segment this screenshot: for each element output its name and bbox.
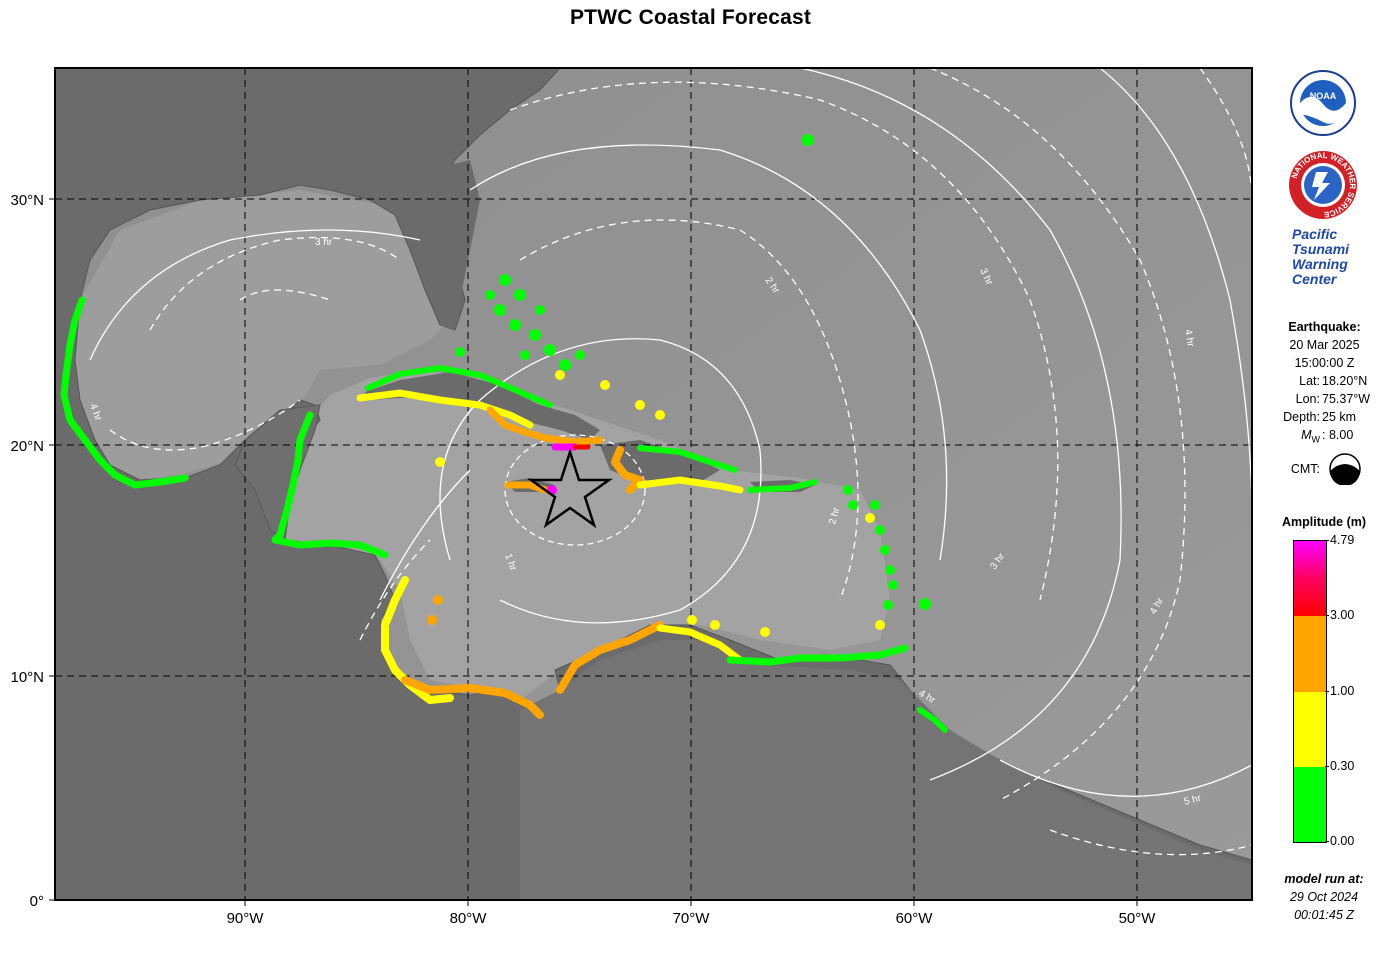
legend-label: 0.30 (1330, 759, 1355, 773)
ptwc-wordmark: Pacific Tsunami Warning Center (1292, 226, 1350, 287)
cuba (365, 372, 600, 440)
map-svg: 3 hr 4 hr 2 hr 3 hr 4 hr 1 hr 2 hr 3 hr … (10, 67, 1253, 927)
gulf-of-mexico (70, 190, 460, 480)
legend-label: 1.00 (1330, 684, 1355, 698)
contour-label: 2 hr (827, 506, 842, 526)
coastal-forecast-points (60, 134, 948, 733)
map-frame (54, 67, 1253, 901)
y-axis-labels: 30°N 20°N 10°N 0° (10, 192, 44, 910)
x-tick-label: 90°W (227, 910, 265, 927)
y-tick-label: 30°N (10, 192, 44, 209)
hispaniola (600, 440, 720, 482)
earthquake-lat: Lat: 18.20°N (1299, 374, 1368, 388)
svg-text:NOAA: NOAA (1310, 91, 1337, 101)
noaa-logo-icon: NOAA (1290, 70, 1356, 136)
contour-label: 4 hr (1182, 329, 1196, 349)
x-tick-label: 60°W (896, 910, 934, 927)
earthquake-date: 20 Mar 2025 (1289, 338, 1360, 352)
amplitude-colorbar (1293, 540, 1327, 843)
earthquake-lon: Lon: 75.37°W (1295, 392, 1371, 406)
page-title: PTWC Coastal Forecast (569, 6, 812, 29)
contour-label: 3 hr (315, 237, 333, 248)
florida (410, 160, 480, 330)
travel-time-contours (89, 68, 1252, 856)
earthquake-magnitude: MW : 8.00 (1301, 428, 1354, 445)
legend-label: 0.00 (1330, 834, 1355, 848)
legend-title: Amplitude (m) (1281, 515, 1367, 529)
earthquake-info: Earthquake: 20 Mar 2025 15:00:00 Z Lat: 1… (1262, 318, 1381, 485)
colorbar-orange (1294, 616, 1326, 692)
x-tick-label: 50°W (1119, 910, 1157, 927)
legend-label: 4.79 (1330, 533, 1355, 547)
contour-label: 5 hr (1183, 793, 1203, 808)
earthquake-depth: Depth: 25 km (1283, 410, 1357, 424)
x-tick-label: 80°W (450, 910, 488, 927)
x-tick-label: 70°W (673, 910, 711, 927)
earthquake-heading: Earthquake: (1288, 320, 1361, 334)
graticule (55, 68, 1252, 900)
y-tick-label: 10°N (10, 669, 44, 686)
earthquake-time: 15:00:00 Z (1294, 356, 1355, 370)
beachball-icon (1329, 452, 1361, 485)
legend-label: 3.00 (1330, 608, 1355, 622)
south-america-land (520, 640, 1252, 900)
frame-ticks (49, 198, 1138, 906)
map-area: 3 hr 4 hr 2 hr 3 hr 4 hr 1 hr 2 hr 3 hr … (10, 67, 1253, 927)
colorbar-green (1294, 767, 1326, 842)
earthquake-cmt: CMT: (1262, 452, 1381, 485)
y-tick-label: 0° (30, 893, 44, 910)
nws-logo-icon: NATIONAL WEATHER SERVICE (1289, 151, 1357, 219)
colorbar-magenta (1294, 541, 1326, 616)
colorbar-yellow (1294, 692, 1326, 767)
x-axis-labels: 90°W 80°W 70°W 60°W 50°W (227, 910, 1157, 927)
star-icon (527, 447, 613, 529)
model-run-info: model run at: 29 Oct 2024 00:01:45 Z (1284, 872, 1364, 922)
y-tick-label: 20°N (10, 438, 44, 455)
